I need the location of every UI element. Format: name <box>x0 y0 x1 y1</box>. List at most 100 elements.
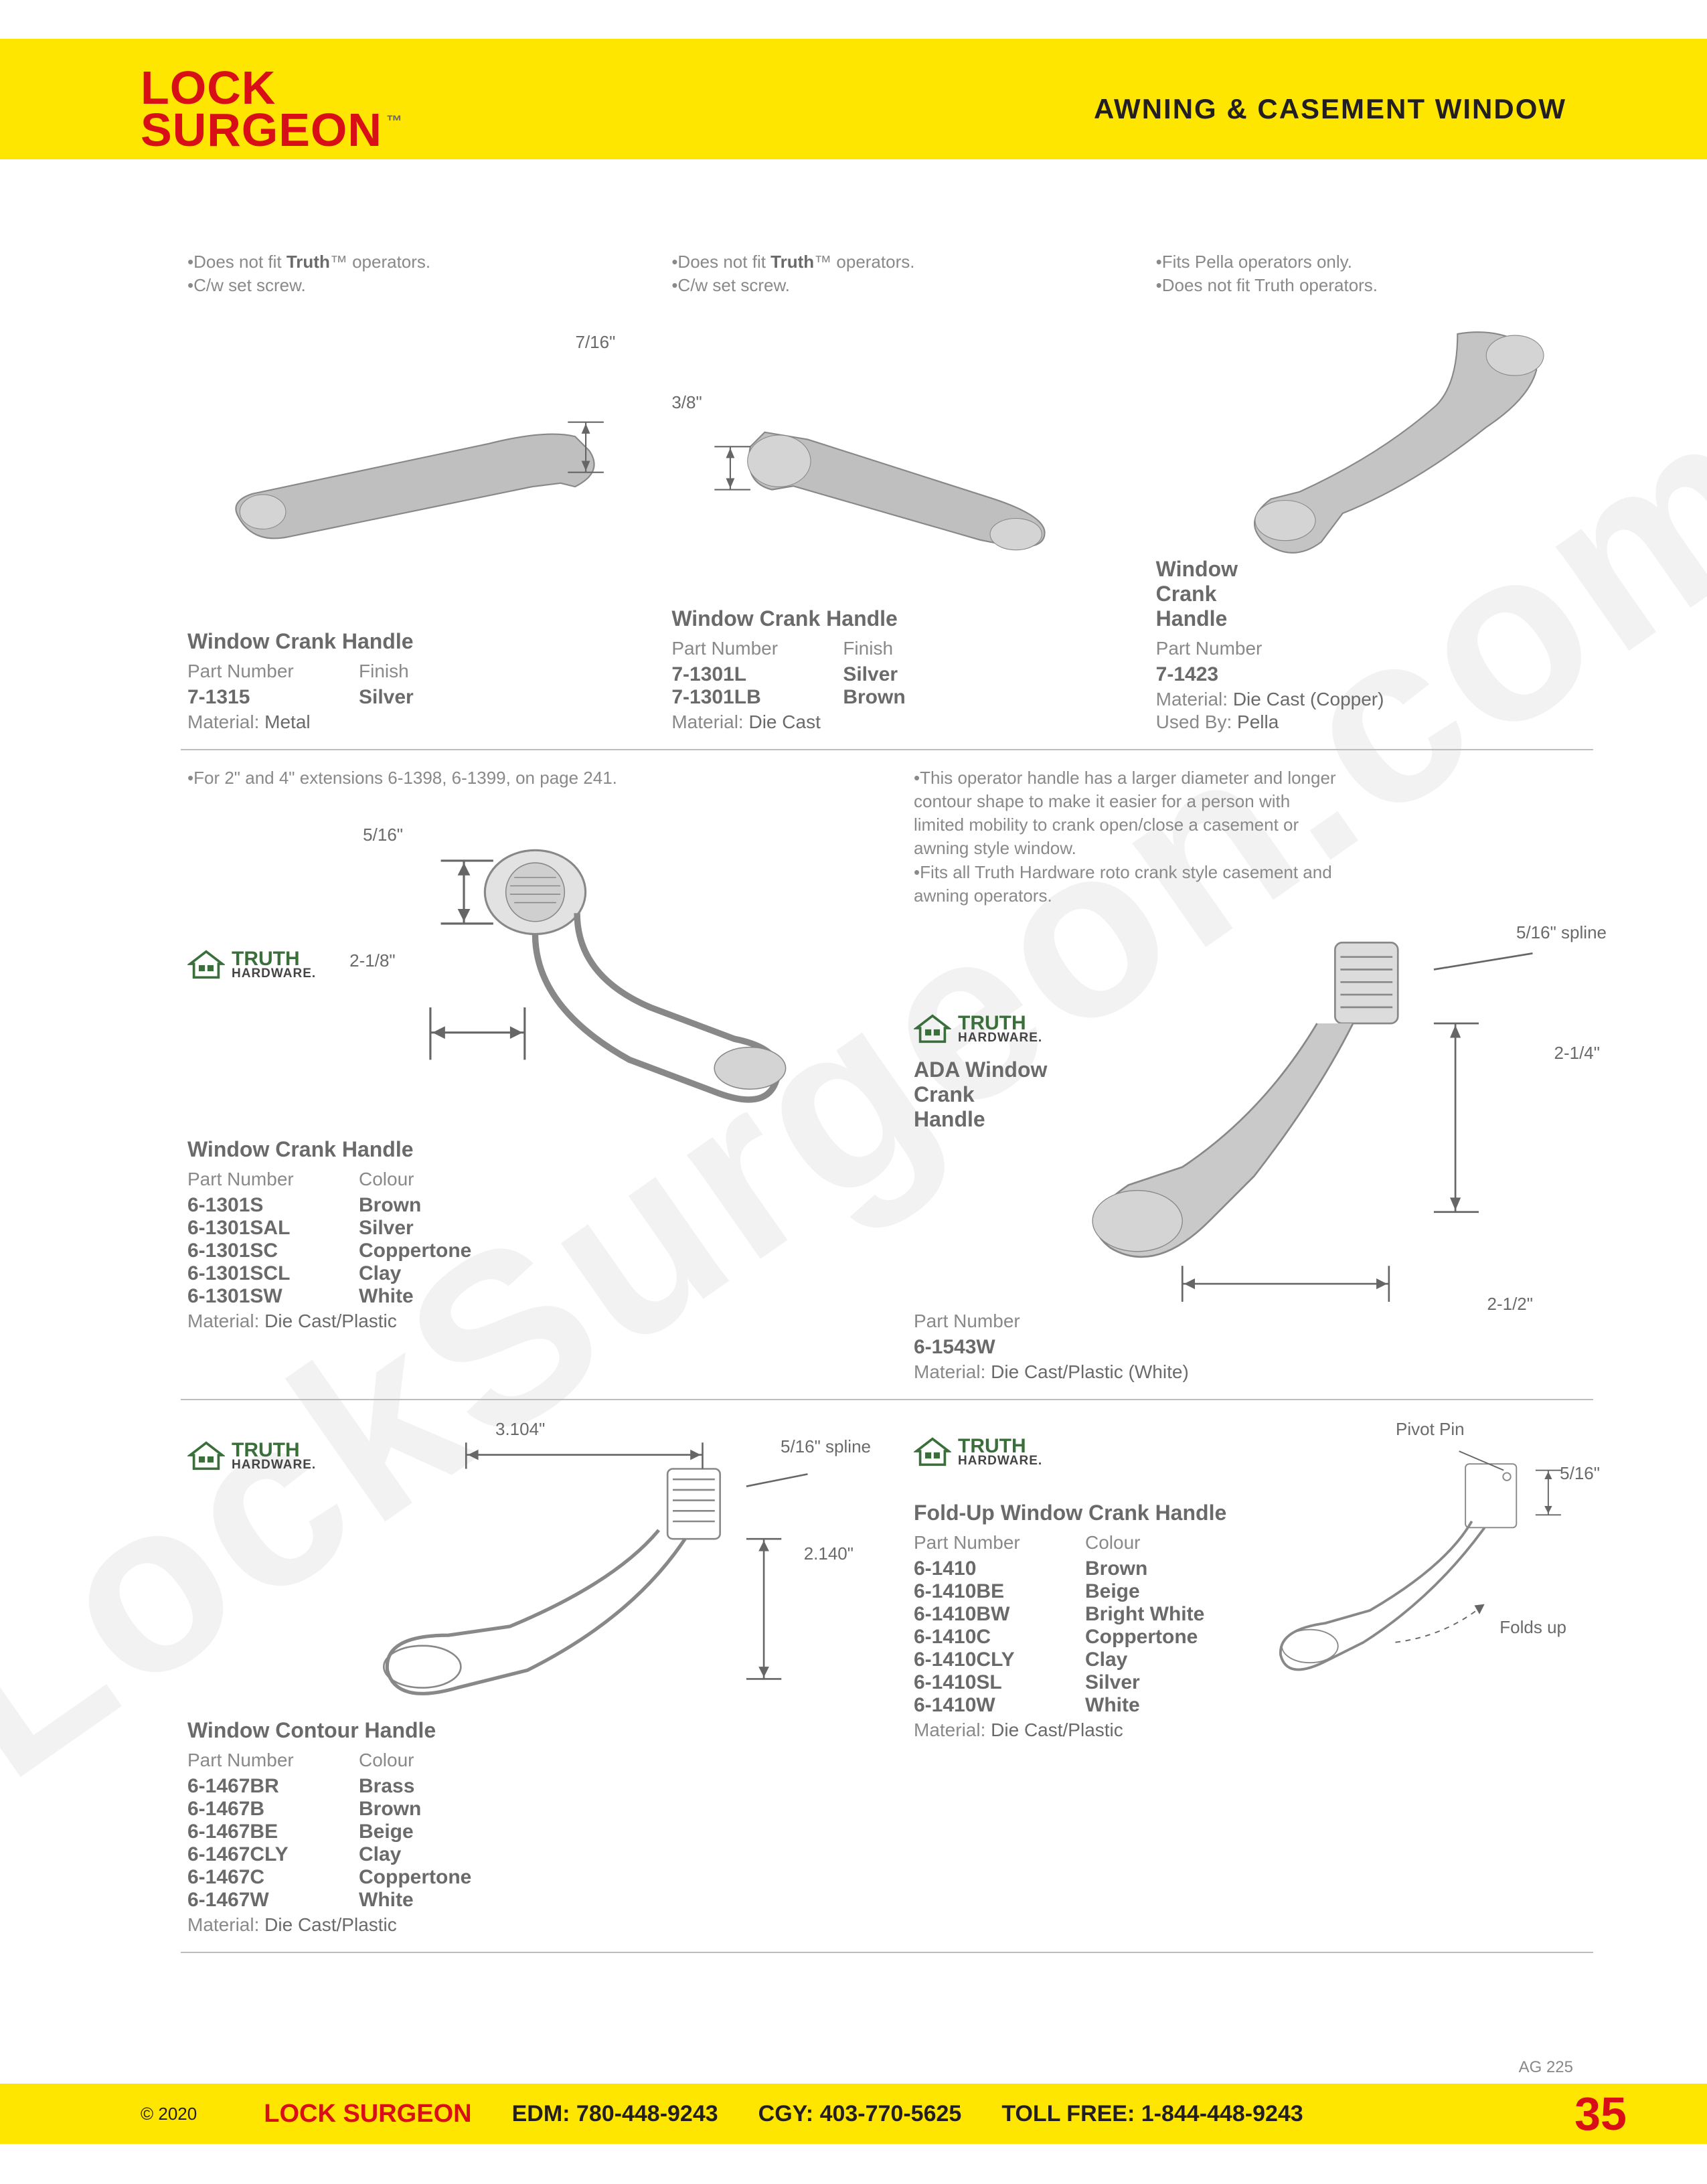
variant-row: 6-1301SCCoppertone <box>187 1240 860 1262</box>
finish: Brass <box>359 1775 414 1798</box>
variant-row: 6-1467CLYClay <box>187 1843 860 1866</box>
variant-row: 6-1467CCoppertone <box>187 1866 860 1889</box>
brand-text: TRUTH HARDWARE. <box>958 1437 1042 1466</box>
column-headers: Part Number Finish <box>671 638 1102 659</box>
material-row: Material: Metal <box>187 711 618 733</box>
product-title: ADA Window CrankHandle <box>914 1058 1048 1132</box>
product-title: Fold-Up Window Crank Handle <box>914 1501 1235 1525</box>
logo-tm: ™ <box>386 114 402 129</box>
part-number: 6-1301SW <box>187 1285 328 1308</box>
finish: Brown <box>1085 1558 1147 1580</box>
product-title: WindowCrankHandle <box>1156 557 1587 631</box>
dimension-label: 3.104" <box>495 1419 545 1440</box>
house-icon <box>914 1436 951 1467</box>
product-row-3: TRUTH HARDWARE. <box>181 1400 1593 1953</box>
product-title: Window Crank Handle <box>671 606 1102 631</box>
page-number: 35 <box>1574 2087 1627 2140</box>
part-number: 6-1467C <box>187 1866 328 1889</box>
material-row: Material: Die Cast/Plastic <box>914 1719 1235 1741</box>
variant-row: 6-1410BEBeige <box>914 1580 1235 1603</box>
variant-row: 6-1301SALSilver <box>187 1217 860 1240</box>
variant-row: 6-1410SLSilver <box>914 1671 1235 1694</box>
column-headers: Part Number <box>1156 638 1587 659</box>
material-value: Die Cast <box>748 711 820 732</box>
finish: Clay <box>359 1262 401 1285</box>
product-cell: •Does not fit Truth™ operators.•C/w set … <box>665 234 1109 749</box>
usedby-row: Used By: Pella <box>1156 711 1587 733</box>
logo-line2-wrap: SURGEON ™ <box>141 109 402 151</box>
variant-row: 6-1301SCL Clay <box>187 1262 860 1285</box>
brand-name: TRUTH <box>958 1014 1042 1032</box>
product-cell: TRUTH HARDWARE. <box>181 1400 867 1952</box>
part-number: 6-1467B <box>187 1798 328 1821</box>
product-notes: •For 2" and 4" extensions 6-1398, 6-1399… <box>187 766 860 790</box>
column-headers: Part Number Finish <box>187 661 618 682</box>
catalog-page: LockSurgeon.com LOCK SURGEON ™ AWNING & … <box>0 0 1707 2184</box>
brand-logo: LOCK SURGEON ™ <box>141 67 402 151</box>
product-title: Window Crank Handle <box>187 629 618 654</box>
truth-hardware-logo: TRUTH HARDWARE. <box>914 1436 1235 1467</box>
finish: Silver <box>1085 1671 1140 1694</box>
finish: Silver <box>359 686 414 709</box>
finish: Brown <box>359 1798 421 1821</box>
logo-line1: LOCK <box>141 67 402 109</box>
variant-row: 6-1467B Brown <box>187 1798 860 1821</box>
crank-handle-illustration <box>671 305 1102 602</box>
col-head-pn: Part Number <box>187 661 328 682</box>
usedby-value: Pella <box>1237 711 1279 732</box>
material-row: Material: Die Cast/Plastic <box>187 1914 860 1936</box>
col-head-pn: Part Number <box>1156 638 1297 659</box>
dimension-label: 5/16" <box>1560 1463 1600 1484</box>
truth-hardware-logo: TRUTH HARDWARE. <box>187 1440 321 1471</box>
copyright: © 2020 <box>141 2104 197 2124</box>
material-row: Material: Die Cast/Plastic (White) <box>914 1361 1587 1383</box>
house-icon <box>914 1013 951 1044</box>
truth-hardware-logo: TRUTH HARDWARE. <box>914 1013 1048 1044</box>
variant-row: 7-1301LB Brown <box>671 686 1102 709</box>
finish: Brown <box>843 686 905 709</box>
finish: Clay <box>359 1843 401 1866</box>
product-image: 5/16" 2-1/8" <box>336 798 860 1133</box>
finish: Brown <box>359 1194 421 1217</box>
material-value: Die Cast/Plastic <box>264 1914 397 1935</box>
dimension-label: 3/8" <box>671 392 702 413</box>
column-headers: Part Number Colour <box>187 1169 860 1190</box>
product-notes: •This operator handle has a larger diame… <box>914 766 1342 908</box>
col-head-finish: Finish <box>843 638 893 659</box>
page-header: LOCK SURGEON ™ AWNING & CASEMENT WINDOW <box>0 39 1707 159</box>
part-number: 6-1410C <box>914 1626 1054 1649</box>
variant-list: 6-1467BRBrass6-1467BBrown6-1467BEBeige6-… <box>187 1775 860 1912</box>
brand-sub: HARDWARE. <box>958 1454 1042 1468</box>
product-cell: •This operator handle has a larger diame… <box>907 750 1593 1399</box>
part-number: 6-1467W <box>187 1889 328 1912</box>
material-value: Die Cast/Plastic <box>991 1719 1123 1740</box>
brand-name: TRUTH <box>958 1437 1042 1455</box>
variant-row: 6-1301SBrown <box>187 1194 860 1217</box>
finish: Coppertone <box>359 1240 471 1262</box>
material-value: Die Cast/Plastic (White) <box>991 1361 1189 1382</box>
footer-brand: LOCK SURGEON <box>264 2100 471 2128</box>
part-number: 6-1410BW <box>914 1603 1054 1626</box>
part-number: 6-1410CLY <box>914 1649 1054 1671</box>
finish: Beige <box>359 1821 414 1843</box>
variant-list: 6-1410Brown6-1410BEBeige6-1410BWBright W… <box>914 1558 1235 1717</box>
part-number: 6-1301SCL <box>187 1262 328 1285</box>
foldup-handle-illustration <box>1255 1416 1587 1741</box>
finish: Coppertone <box>1085 1626 1198 1649</box>
page-reference: AG 225 <box>1519 2058 1573 2077</box>
variant-list: 6-1543W <box>914 1336 1587 1359</box>
house-icon <box>187 949 225 980</box>
variant-row: 6-1410BWBright White <box>914 1603 1235 1626</box>
dimension-label: 7/16" <box>575 332 615 353</box>
part-number: 6-1410BE <box>914 1580 1054 1603</box>
variant-row: 6-1410Brown <box>914 1558 1235 1580</box>
col-head-pn: Part Number <box>671 638 812 659</box>
variant-row: 6-1543W <box>914 1336 1587 1359</box>
crank-handle-illustration <box>1048 916 1587 1311</box>
finish: White <box>359 1285 414 1308</box>
dimension-label: 2-1/2" <box>1487 1294 1534 1315</box>
part-number: 7-1301LB <box>671 686 812 709</box>
variant-list: 6-1301SBrown6-1301SALSilver6-1301SCCoppe… <box>187 1194 860 1308</box>
contour-handle-illustration <box>335 1416 860 1714</box>
product-image: 3.104" 5/16" spline 2.140" <box>335 1416 860 1714</box>
